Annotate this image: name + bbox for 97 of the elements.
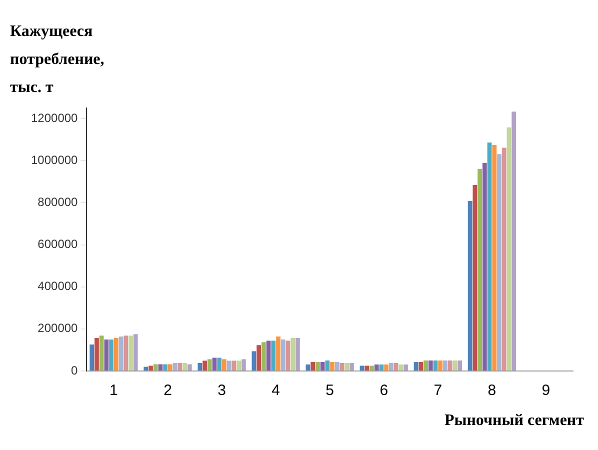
bar	[99, 336, 104, 370]
bar	[388, 363, 394, 370]
x-axis-title: Рыночный сегмент	[444, 412, 584, 430]
bar	[187, 364, 192, 370]
bar	[374, 364, 379, 370]
bar	[330, 362, 334, 370]
bar	[394, 363, 398, 370]
bar	[296, 338, 300, 370]
bar	[109, 339, 114, 370]
bar	[168, 364, 172, 370]
bar	[94, 338, 99, 370]
x-tick-label: 3	[218, 382, 226, 400]
bar	[384, 364, 389, 370]
bar	[506, 127, 512, 370]
bar	[448, 360, 452, 370]
bar	[271, 340, 276, 370]
y-tick-label: 0	[71, 363, 78, 378]
bar	[472, 185, 478, 370]
bar	[104, 339, 109, 370]
bar	[478, 169, 482, 370]
x-tick-label: 6	[380, 382, 388, 400]
bar	[492, 145, 497, 370]
y-tick-label: 800000	[38, 194, 78, 209]
bar	[226, 360, 232, 370]
x-tick-label: 5	[326, 382, 334, 400]
bar	[344, 363, 350, 370]
bar	[256, 345, 261, 370]
bar	[252, 351, 256, 370]
bar	[452, 360, 458, 370]
bar	[379, 364, 384, 370]
bar	[340, 363, 344, 370]
x-tick-label: 4	[272, 382, 280, 400]
bar	[128, 336, 133, 370]
y-tick-label: 1200000	[31, 110, 78, 125]
bar	[232, 360, 236, 370]
bar	[325, 360, 330, 370]
bar	[236, 360, 242, 370]
bar	[266, 340, 271, 370]
bar	[286, 340, 290, 370]
y-tick-label: 1000000	[31, 152, 78, 167]
bar	[198, 363, 202, 370]
bar	[482, 162, 487, 370]
bar	[114, 338, 118, 370]
bar	[148, 366, 153, 370]
bar	[163, 364, 168, 370]
x-tick-label: 7	[434, 382, 442, 400]
bar	[424, 360, 428, 370]
bar	[487, 142, 492, 370]
bar	[202, 360, 207, 370]
bar	[133, 334, 138, 370]
bar	[217, 358, 222, 370]
bar	[290, 338, 296, 370]
bar	[370, 366, 374, 370]
bar	[310, 362, 316, 370]
bar	[241, 359, 246, 370]
bar	[418, 362, 424, 370]
bar	[428, 360, 433, 370]
bar	[90, 344, 94, 370]
bar	[172, 363, 178, 370]
bar	[178, 363, 182, 370]
y-axis-title: Кажущееся потребление, тыс. т	[10, 22, 106, 98]
bar	[144, 366, 148, 370]
bar	[207, 359, 212, 370]
x-tick-label: 2	[164, 382, 172, 400]
bar	[438, 360, 443, 370]
bar	[334, 362, 340, 370]
bar	[212, 358, 217, 370]
bar	[443, 360, 448, 370]
bar	[316, 362, 320, 370]
bar	[360, 366, 364, 370]
bar	[320, 362, 325, 370]
bar	[124, 336, 128, 370]
bar	[404, 364, 408, 370]
bar	[414, 362, 418, 370]
bar	[182, 363, 187, 370]
bar	[261, 342, 266, 370]
y-tick-label: 200000	[38, 321, 78, 336]
bar	[458, 360, 462, 370]
bar	[153, 364, 158, 370]
bar	[222, 359, 226, 370]
y-tick-label: 400000	[38, 279, 78, 294]
bar	[512, 112, 516, 370]
bar	[502, 148, 506, 370]
bar	[350, 363, 354, 370]
bar	[398, 364, 404, 370]
bar	[364, 366, 370, 370]
bar	[118, 336, 124, 370]
bar	[280, 339, 286, 370]
y-tick-label: 600000	[38, 237, 78, 252]
x-tick-label: 1	[110, 382, 118, 400]
bar	[468, 200, 472, 370]
x-tick-label: 8	[488, 382, 496, 400]
bar	[497, 154, 502, 370]
bar	[433, 360, 438, 370]
bar	[276, 336, 280, 370]
x-tick-label: 9	[542, 382, 550, 400]
bar	[306, 364, 310, 370]
